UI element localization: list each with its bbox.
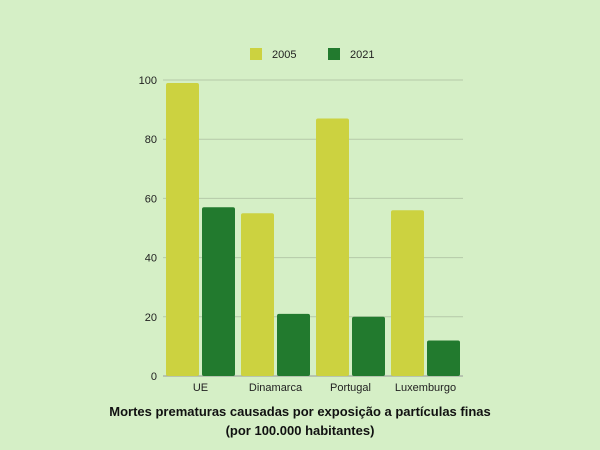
- bar-2021-UE: [202, 207, 235, 376]
- y-tick-label: 40: [145, 253, 157, 265]
- y-tick-label: 80: [145, 134, 157, 146]
- bars: [166, 82, 460, 377]
- legend-swatch-2021: [328, 48, 340, 60]
- bar-2005-Portugal: [316, 118, 349, 376]
- legend-swatch-2005: [250, 48, 262, 60]
- chart-title: Mortes prematuras causadas por exposição…: [109, 404, 491, 419]
- bar-2021-Portugal: [352, 316, 385, 376]
- bar-2005-Luxemburgo: [391, 210, 424, 376]
- x-tick-label: UE: [193, 382, 208, 394]
- x-tick-label: Luxemburgo: [395, 382, 456, 394]
- bar-2005-UE: [166, 82, 199, 377]
- legend: 2005 2021: [250, 48, 374, 61]
- bar-chart: 0 20 40 60 80 100 UE Dinamarca Portugal Luxembur…: [139, 48, 463, 394]
- bar-2021-Luxemburgo: [427, 340, 460, 376]
- y-tick-label: 100: [139, 75, 157, 87]
- y-tick-label: 20: [145, 312, 157, 324]
- y-axis-ticks: 0 20 40 60 80 100: [139, 75, 157, 383]
- bar-2021-Dinamarca: [277, 313, 310, 376]
- y-tick-label: 60: [145, 193, 157, 205]
- legend-label: 2005: [272, 49, 296, 61]
- x-tick-label: Dinamarca: [249, 382, 303, 394]
- legend-label: 2021: [350, 49, 374, 61]
- bar-2005-Dinamarca: [241, 213, 274, 376]
- chart-subtitle: (por 100.000 habitantes): [225, 423, 375, 438]
- y-tick-label: 0: [151, 371, 157, 383]
- x-axis-ticks: UE Dinamarca Portugal Luxemburgo: [193, 382, 456, 394]
- x-tick-label: Portugal: [330, 382, 371, 394]
